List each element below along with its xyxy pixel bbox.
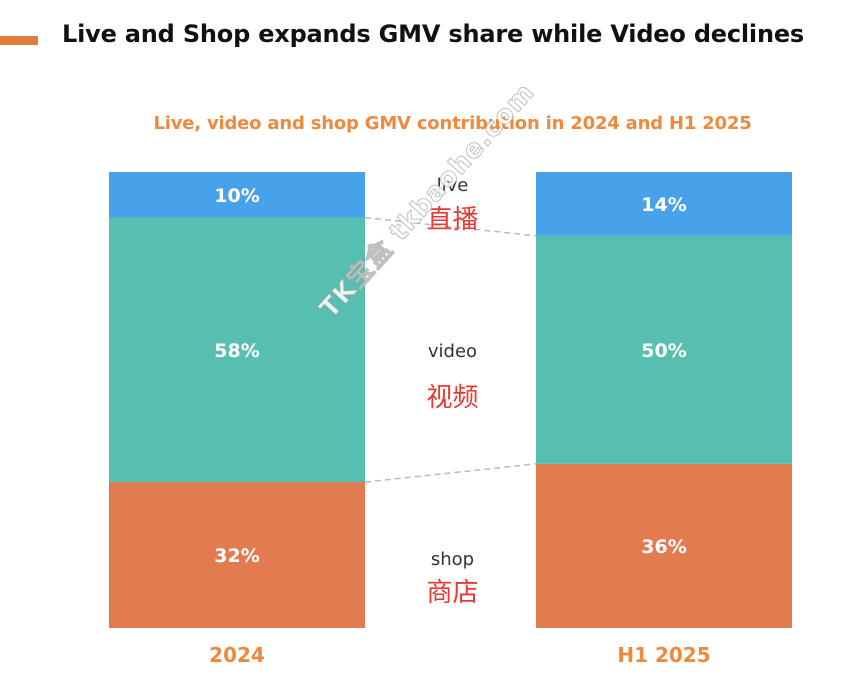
bar-shop-h1-2025 (536, 463, 792, 628)
x-tick-label-2024: 2024 (209, 643, 265, 667)
series-label-live: live (437, 175, 469, 196)
series-label-cn-video: 视频 (426, 383, 478, 413)
series-label-cn-shop: 商店 (426, 578, 478, 608)
data-label-shop-h1-2025: 36% (641, 536, 686, 558)
series-label-video: video (428, 341, 477, 362)
bar-live-h1-2025 (536, 172, 792, 236)
series-label-shop: shop (431, 549, 474, 570)
bar-video-2024 (109, 217, 365, 483)
chart-title: Live, video and shop GMV contribution in… (153, 113, 752, 134)
data-label-live-h1-2025: 14% (641, 194, 686, 216)
bar-video-h1-2025 (536, 235, 792, 464)
connector-line-video (364, 216, 537, 237)
data-label-video-h1-2025: 50% (641, 340, 686, 362)
bar-shop-2024 (109, 482, 365, 628)
series-label-cn-live: 直播 (426, 205, 478, 235)
connector-line-shop (364, 463, 537, 483)
title-accent-bar (0, 36, 38, 45)
data-label-video-2024: 58% (214, 340, 259, 362)
data-label-shop-2024: 32% (214, 545, 259, 567)
x-tick-label-h1-2025: H1 2025 (617, 643, 710, 667)
data-label-live-2024: 10% (214, 185, 259, 207)
page-title: Live and Shop expands GMV share while Vi… (62, 20, 805, 48)
bar-live-2024 (109, 172, 365, 218)
